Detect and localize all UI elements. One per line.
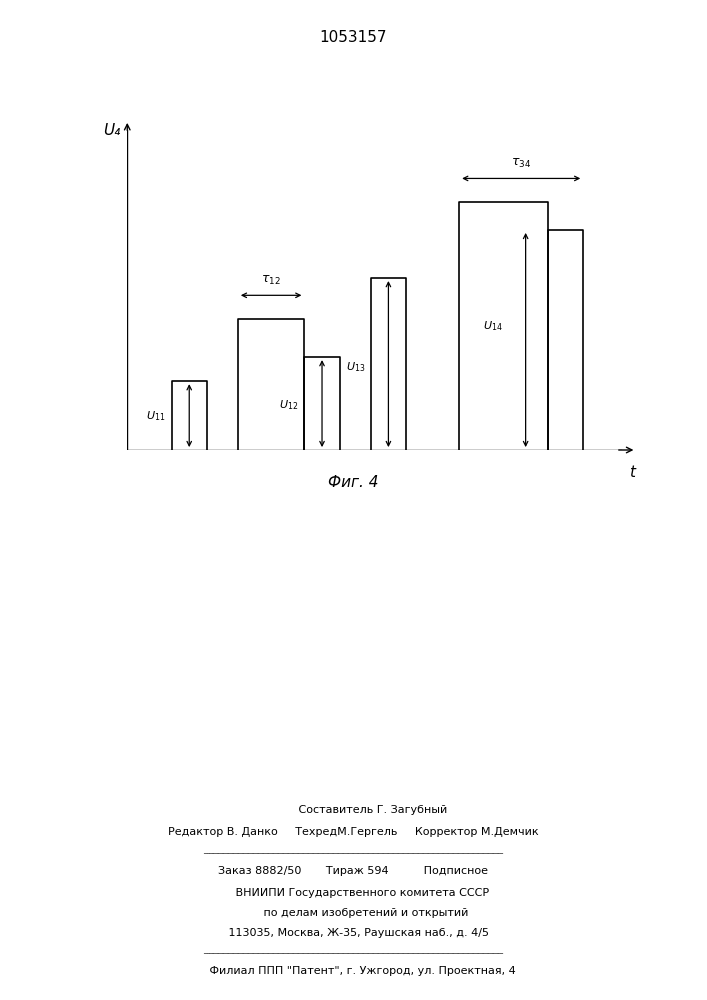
Text: 113035, Москва, Ж-35, Раушская наб., д. 4/5: 113035, Москва, Ж-35, Раушская наб., д. … [218,928,489,938]
Text: $U_{12}$: $U_{12}$ [279,398,298,412]
Text: $U_{11}$: $U_{11}$ [146,409,165,423]
Text: Филиал ППП "Патент", г. Ужгород, ул. Проектная, 4: Филиал ППП "Патент", г. Ужгород, ул. Про… [192,966,515,976]
Text: $U_{13}$: $U_{13}$ [346,361,365,374]
Text: Фиг. 4: Фиг. 4 [328,475,379,490]
Text: $\tau_{12}$: $\tau_{12}$ [262,274,281,287]
Text: ────────────────────────────────────────────────────────────: ────────────────────────────────────────… [204,948,503,957]
Text: Заказ 8882/50       Тираж 594          Подписное: Заказ 8882/50 Тираж 594 Подписное [218,866,489,876]
Text: по делам изобретений и открытий: по делам изобретений и открытий [239,908,468,918]
Text: 1053157: 1053157 [320,30,387,45]
Text: ВНИИПИ Государственного комитета СССР: ВНИИПИ Государственного комитета СССР [218,888,489,898]
Text: Составитель Г. Загубный: Составитель Г. Загубный [260,805,447,815]
Text: U₄: U₄ [103,123,120,138]
Text: t: t [629,465,635,480]
Text: $U_{14}$: $U_{14}$ [483,319,502,333]
Text: ────────────────────────────────────────────────────────────: ────────────────────────────────────────… [204,848,503,857]
Text: Редактор В. Данко     ТехредМ.Гергель     Корректор М.Демчик: Редактор В. Данко ТехредМ.Гергель Коррек… [168,827,539,837]
Text: $\tau_{34}$: $\tau_{34}$ [511,157,531,170]
